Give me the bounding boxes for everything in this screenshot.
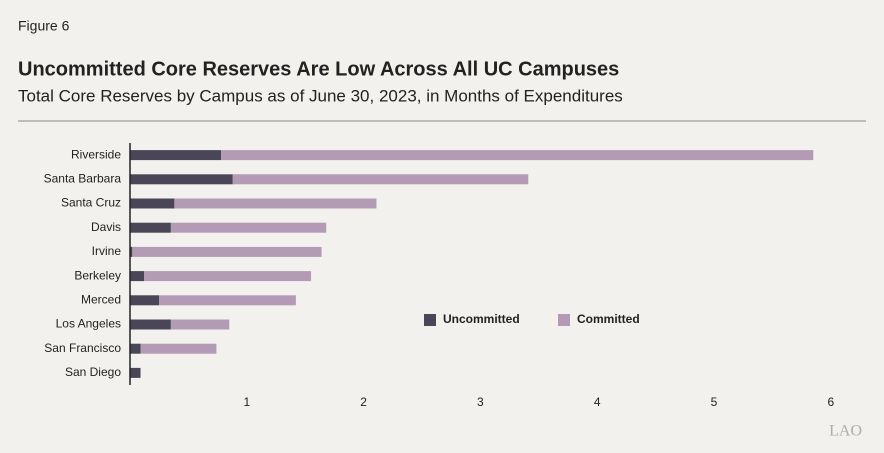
y-tick-label: Los Angeles (56, 317, 121, 331)
y-tick-label: Irvine (92, 244, 122, 258)
legend-swatch (558, 314, 570, 326)
y-tick-label: San Diego (65, 365, 121, 379)
x-tick-label: 3 (477, 395, 484, 409)
legend-label: Uncommitted (443, 312, 520, 326)
x-tick-label: 4 (594, 395, 601, 409)
bar-segment (170, 222, 327, 233)
bar-segment (130, 343, 141, 354)
bar-segment (144, 271, 312, 282)
y-tick-label: San Francisco (44, 341, 121, 355)
bar-segment (130, 295, 160, 306)
chart-title: Uncommitted Core Reserves Are Low Across… (18, 58, 619, 80)
y-tick-label: Berkeley (74, 268, 121, 282)
bar-segment (132, 246, 322, 257)
bar-segment (130, 174, 233, 185)
y-tick-label: Merced (81, 292, 121, 306)
bar-segment (159, 295, 296, 306)
x-tick-label: 1 (243, 395, 250, 409)
figure-label: Figure 6 (18, 18, 70, 34)
bar-segment (221, 150, 814, 161)
bar-segment (130, 319, 171, 330)
y-tick-label: Santa Barbara (44, 171, 122, 185)
x-tick-label: 5 (711, 395, 718, 409)
y-tick-label: Riverside (71, 147, 121, 161)
bar-segment (140, 343, 217, 354)
x-tick-label: 6 (827, 395, 834, 409)
bar-segment (170, 319, 230, 330)
bar-segment (130, 246, 133, 257)
bar-segment (130, 222, 171, 233)
bar-segment (130, 367, 141, 378)
bar-segment (130, 198, 175, 209)
bar-segment (130, 271, 145, 282)
y-tick-label: Santa Cruz (61, 196, 121, 210)
logo: LAO (829, 423, 862, 440)
x-tick-label: 2 (360, 395, 367, 409)
bar-segment (174, 198, 377, 209)
y-tick-label: Davis (91, 220, 121, 234)
bar-segment (232, 174, 529, 185)
legend-label: Committed (577, 312, 640, 326)
bar-segment (130, 150, 222, 161)
legend-swatch (424, 314, 436, 326)
chart-subtitle: Total Core Reserves by Campus as of June… (18, 86, 623, 105)
